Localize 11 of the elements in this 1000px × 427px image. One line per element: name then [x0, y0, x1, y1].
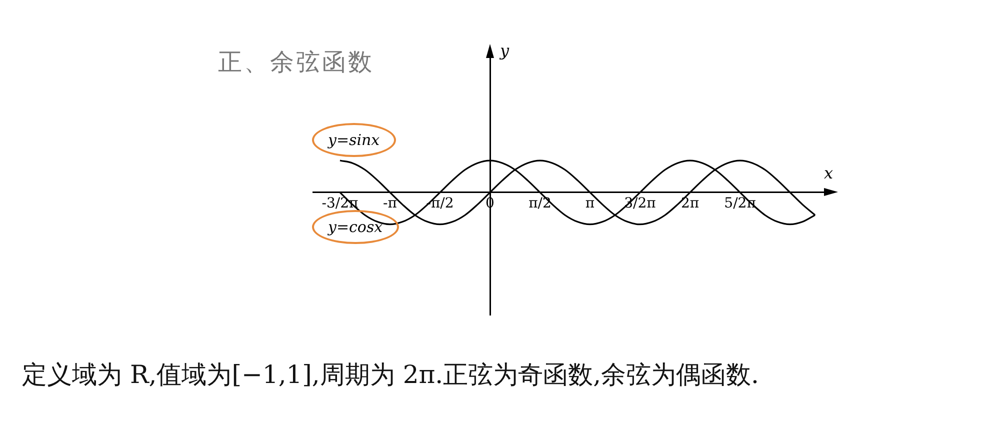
x-tick-label: π/2: [528, 195, 552, 212]
x-tick-label: -π: [383, 195, 397, 212]
chart-title: 正、余弦函数: [218, 47, 374, 78]
series-label: y=sinx: [328, 130, 380, 149]
annotation: x: [824, 163, 834, 182]
text: 定义域为 R,值域为[−1,1],周期为 2π.正弦为奇函数,余弦为偶函数.: [22, 359, 759, 391]
x-tick-label: -π/2: [426, 195, 454, 212]
x-tick-label: 2π: [680, 195, 700, 212]
series-label: y=cosx: [328, 218, 383, 236]
text: y: [499, 41, 510, 60]
x-tick-label: π: [585, 195, 595, 212]
